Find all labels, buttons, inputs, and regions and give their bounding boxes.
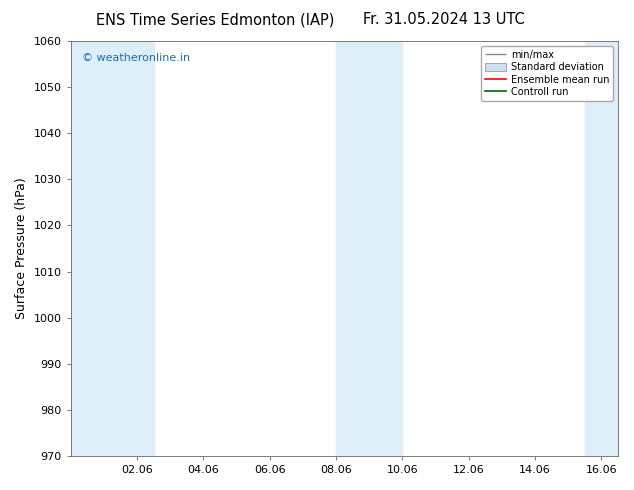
Bar [336,41,403,456]
Text: © weatheronline.in: © weatheronline.in [82,53,190,64]
Text: ENS Time Series Edmonton (IAP): ENS Time Series Edmonton (IAP) [96,12,335,27]
Bar [585,41,618,456]
Text: Fr. 31.05.2024 13 UTC: Fr. 31.05.2024 13 UTC [363,12,525,27]
Legend: min/max, Standard deviation, Ensemble mean run, Controll run: min/max, Standard deviation, Ensemble me… [481,46,613,101]
Y-axis label: Surface Pressure (hPa): Surface Pressure (hPa) [15,178,28,319]
Bar [71,41,153,456]
